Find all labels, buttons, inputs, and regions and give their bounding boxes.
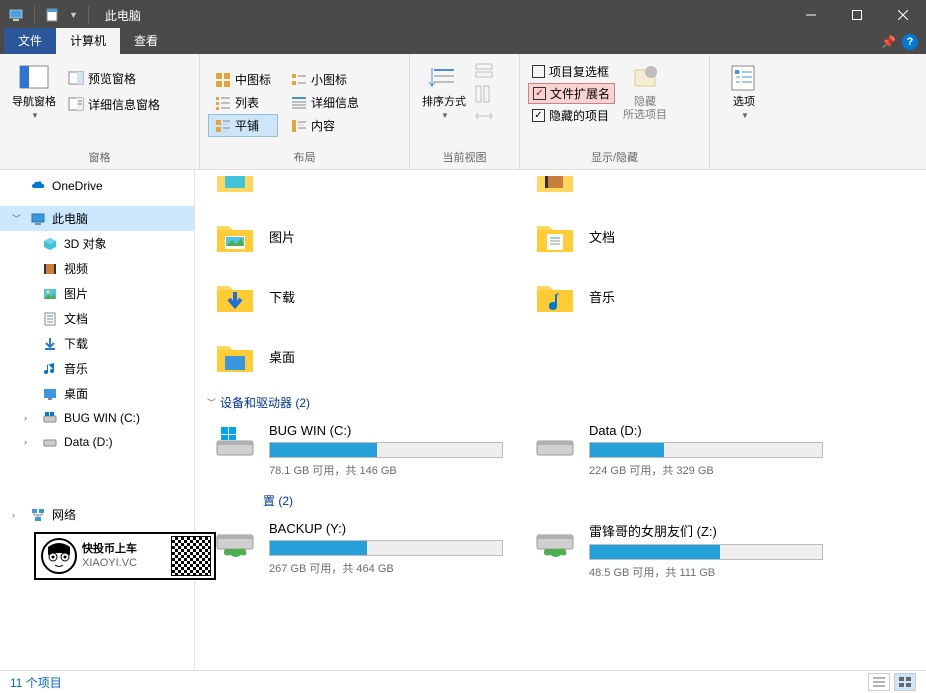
ribbon-group-layout: 中图标 小图标 列表 详细信息 平铺 内容 布局 [200, 54, 410, 169]
ribbon: 导航窗格 ▼ 预览窗格 详细信息窗格 窗格 中图标 小图标 列表 [0, 54, 926, 170]
folder-music-icon [531, 272, 579, 320]
checkbox-hidden-items[interactable]: ✓隐藏的项目 [528, 106, 615, 125]
qr-code-icon [171, 536, 211, 576]
size-columns-icon[interactable] [474, 106, 494, 126]
network-drives-grid: BACKUP (Y:) 267 GB 可用，共 464 GB 雷锋哥的女朋友们 … [207, 515, 914, 586]
folder-tile-documents[interactable]: 文档 [527, 206, 847, 266]
folder-tile-downloads[interactable]: 下载 [207, 266, 527, 326]
options-button[interactable]: 选项 ▼ [718, 58, 770, 124]
separator [34, 6, 35, 24]
properties-icon[interactable] [45, 7, 61, 23]
folder-desktop-icon [211, 332, 259, 380]
quick-access-toolbar: ▼ [0, 6, 99, 24]
drive-d-icon [531, 423, 579, 463]
sidebar-item-music[interactable]: 音乐 [0, 356, 194, 381]
drive-tile-d[interactable]: Data (D:) 224 GB 可用，共 329 GB [527, 417, 847, 484]
drives-grid: BUG WIN (C:) 78.1 GB 可用，共 146 GB Data (D… [207, 417, 914, 484]
sidebar-item-desktop[interactable]: 桌面 [0, 381, 194, 406]
tab-computer[interactable]: 计算机 [56, 28, 120, 54]
chevron-down-icon: ﹀ [207, 396, 216, 409]
titlebar: ▼ 此电脑 [0, 0, 926, 30]
preview-pane-button[interactable]: 预览窗格 [64, 66, 164, 90]
avatar-icon [40, 537, 78, 575]
close-button[interactable] [880, 0, 926, 30]
layout-details[interactable]: 详细信息 [284, 91, 366, 114]
ribbon-group-current-view: 排序方式 ▼ 当前视图 [410, 54, 520, 169]
layout-content[interactable]: 内容 [284, 114, 366, 137]
drive-usage-bar [269, 442, 503, 458]
ribbon-group-show-hide: 项目复选框 ✓文件扩展名 ✓隐藏的项目 隐藏所选项目 显示/隐藏 [520, 54, 710, 169]
ribbon-group-panes: 导航窗格 ▼ 预览窗格 详细信息窗格 窗格 [0, 54, 200, 169]
sidebar-item-this-pc[interactable]: ﹀此电脑 [0, 206, 194, 231]
window-title: 此电脑 [99, 7, 141, 24]
sidebar-item-drive-c[interactable]: ›BUG WIN (C:) [0, 406, 194, 430]
sidebar-item-videos[interactable]: 视频 [0, 256, 194, 281]
layout-medium-icons[interactable]: 中图标 [208, 68, 278, 91]
sidebar-item-downloads[interactable]: 下载 [0, 331, 194, 356]
statusbar: 11 个项目 [0, 670, 926, 693]
item-count: 11 个项目 [10, 674, 62, 691]
nav-pane-button[interactable]: 导航窗格 ▼ [8, 58, 60, 124]
hide-button[interactable]: 隐藏所选项目 [619, 58, 671, 126]
sidebar-item-onedrive[interactable]: OneDrive [0, 174, 194, 198]
layout-small-icons[interactable]: 小图标 [284, 68, 366, 91]
sidebar-item-drive-d[interactable]: ›Data (D:) [0, 430, 194, 454]
folder-tile-desktop[interactable]: 桌面 [207, 326, 527, 386]
drive-usage-bar [589, 442, 823, 458]
folder-documents-icon [531, 212, 579, 260]
group-by-icon[interactable] [474, 62, 494, 82]
folder-tile-music[interactable]: 音乐 [527, 266, 847, 326]
layout-list[interactable]: 列表 [208, 91, 278, 114]
watermark-overlay: 快投币上车 XIAOYI.VC [34, 532, 216, 580]
network-drive-icon [211, 521, 259, 561]
tab-file[interactable]: 文件 [4, 28, 56, 54]
qat-dropdown-icon[interactable]: ▼ [69, 10, 78, 20]
details-pane-button[interactable]: 详细信息窗格 [64, 92, 164, 116]
view-large-icons-button[interactable] [894, 673, 916, 691]
view-details-button[interactable] [868, 673, 890, 691]
ribbon-group-options: 选项 ▼ [710, 54, 780, 169]
main-area: OneDrive ﹀此电脑 3D 对象 视频 图片 文档 下载 音乐 桌面 ›B… [0, 170, 926, 670]
sidebar-item-pictures[interactable]: 图片 [0, 281, 194, 306]
view-switcher [868, 673, 916, 691]
checkbox-item-checkboxes[interactable]: 项目复选框 [528, 62, 615, 81]
sort-button[interactable]: 排序方式 ▼ [418, 58, 470, 124]
navigation-sidebar: OneDrive ﹀此电脑 3D 对象 视频 图片 文档 下载 音乐 桌面 ›B… [0, 170, 195, 670]
ribbon-tabs: 文件 计算机 查看 📌 ? [0, 30, 926, 54]
drive-tile-c[interactable]: BUG WIN (C:) 78.1 GB 可用，共 146 GB [207, 417, 527, 484]
section-header-drives[interactable]: ﹀ 设备和驱动器 (2) [207, 386, 914, 417]
folder-tile[interactable] [527, 176, 847, 206]
maximize-button[interactable] [834, 0, 880, 30]
folder-downloads-icon [211, 272, 259, 320]
sidebar-item-3d-objects[interactable]: 3D 对象 [0, 231, 194, 256]
checkbox-file-extensions[interactable]: ✓文件扩展名 [528, 83, 615, 104]
folder-tile[interactable] [207, 176, 527, 206]
content-area: 图片 文档 下载 音乐 桌面 ﹀ 设备和驱动器 (2) [195, 170, 926, 670]
drive-tile-y[interactable]: BACKUP (Y:) 267 GB 可用，共 464 GB [207, 515, 527, 586]
window-controls [788, 0, 926, 30]
ribbon-right-controls: 📌 ? [881, 34, 918, 50]
drive-usage-bar [589, 544, 823, 560]
drive-c-icon [211, 423, 259, 463]
sidebar-item-network[interactable]: ›网络 [0, 502, 194, 527]
tab-view[interactable]: 查看 [120, 28, 172, 54]
network-drive-icon [531, 521, 579, 561]
this-pc-icon [8, 7, 24, 23]
drive-tile-z[interactable]: 雷锋哥的女朋友们 (Z:) 48.5 GB 可用，共 111 GB [527, 515, 847, 586]
minimize-button[interactable] [788, 0, 834, 30]
separator [88, 6, 89, 24]
folder-tile-pictures[interactable]: 图片 [207, 206, 527, 266]
folder-pictures-icon [211, 212, 259, 260]
chevron-down-icon: ▼ [441, 111, 449, 120]
drive-usage-bar [269, 540, 503, 556]
layout-tiles[interactable]: 平铺 [208, 114, 278, 137]
section-header-network-locations[interactable]: 置 (2) [207, 484, 914, 515]
sidebar-item-documents[interactable]: 文档 [0, 306, 194, 331]
pin-icon[interactable]: 📌 [881, 35, 896, 49]
chevron-down-icon: ▼ [741, 111, 749, 120]
add-columns-icon[interactable] [474, 84, 494, 104]
help-icon[interactable]: ? [902, 34, 918, 50]
chevron-down-icon: ▼ [31, 111, 39, 120]
